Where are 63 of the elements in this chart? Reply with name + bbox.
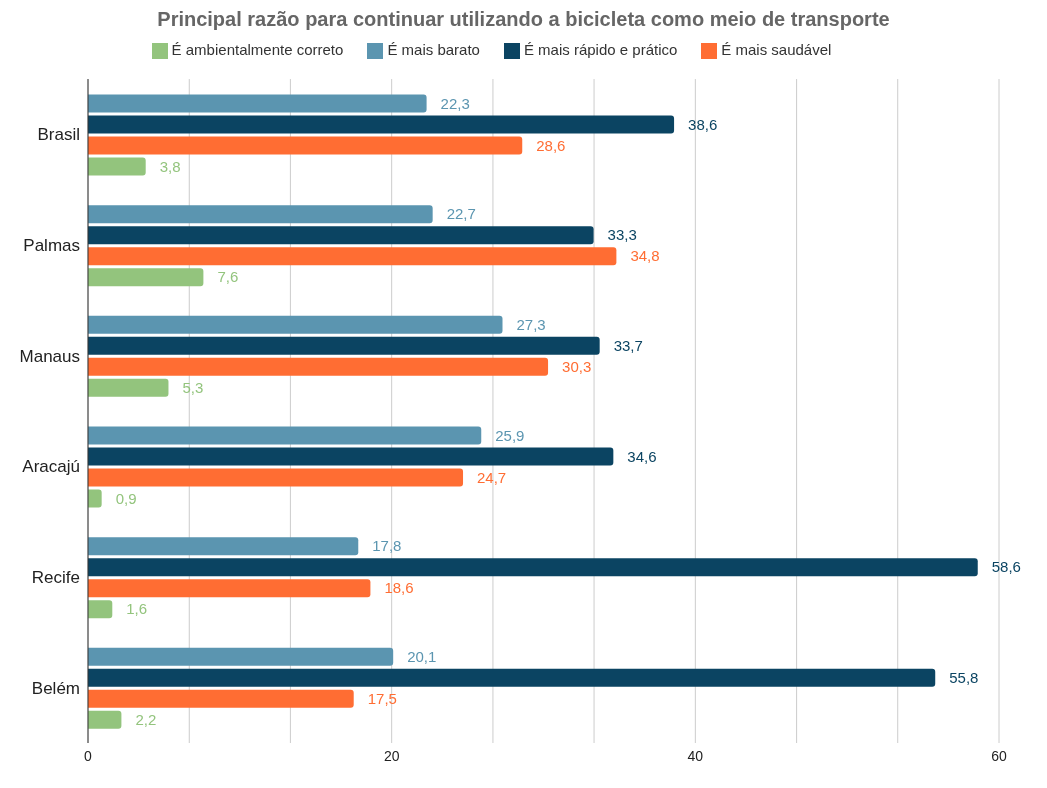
data-label: 55,8: [949, 669, 979, 687]
bar: [88, 136, 523, 155]
bar: [88, 558, 978, 577]
data-label: 30,3: [562, 358, 592, 376]
data-label: 58,6: [991, 558, 1021, 576]
data-label: 18,6: [384, 579, 414, 597]
bar: [88, 94, 427, 113]
data-label: 22,3: [440, 94, 470, 112]
y-tick-label: Aracajú: [22, 457, 80, 477]
data-label: 22,7: [446, 205, 476, 223]
data-label: 20,1: [407, 648, 437, 666]
bar: [88, 247, 617, 266]
legend-label: É mais saudável: [721, 41, 832, 58]
data-label: 34,8: [630, 247, 660, 265]
data-label: 24,7: [477, 468, 507, 486]
bar: [88, 157, 146, 176]
legend-label: É ambientalmente correto: [171, 41, 344, 58]
bar: [88, 336, 600, 355]
data-label: 33,3: [607, 226, 637, 244]
data-label: 5,3: [182, 379, 204, 397]
x-tick-label: 40: [687, 747, 704, 764]
data-label: 0,9: [115, 489, 137, 507]
x-tick-label: 20: [383, 747, 400, 764]
legend-label: É mais rápido e prático: [523, 41, 678, 58]
y-tick-label: Recife: [31, 568, 80, 588]
bar: [88, 447, 614, 466]
bar: [88, 579, 371, 598]
data-label: 38,6: [688, 115, 718, 133]
bar: [88, 668, 936, 687]
bar: [88, 378, 169, 397]
data-label: 2,2: [135, 711, 157, 729]
x-tick-label: 0: [84, 747, 93, 764]
data-label: 27,3: [516, 316, 546, 334]
bar: [88, 315, 503, 334]
x-tick-label: 60: [991, 747, 1007, 764]
data-label: 3,8: [159, 157, 181, 175]
data-label: 33,7: [613, 337, 643, 355]
bar: [88, 647, 394, 666]
data-label: 25,9: [495, 426, 525, 444]
bar: [88, 426, 482, 445]
y-tick-label: Brasil: [37, 125, 80, 145]
y-tick-label: Manaus: [19, 346, 80, 366]
bar: [88, 226, 594, 245]
data-label: 34,6: [627, 447, 657, 465]
bar: [88, 689, 354, 708]
data-label: 1,6: [126, 600, 148, 618]
bar: [88, 115, 675, 134]
bar: [88, 205, 433, 224]
bar: [88, 357, 549, 376]
legend-label: É mais barato: [387, 41, 480, 58]
data-label: 17,8: [372, 537, 402, 555]
bar: [88, 489, 102, 508]
data-label: 17,5: [367, 690, 397, 708]
bar: [88, 268, 204, 287]
data-label: 28,6: [536, 136, 566, 154]
y-tick-label: Palmas: [23, 236, 80, 256]
y-tick-label: Belém: [31, 678, 80, 698]
bar: [88, 537, 359, 556]
chart-title: Principal razão para continuar utilizando a bicicleta como meio de transporte: [156, 8, 891, 31]
bar: [88, 468, 464, 487]
bar: [88, 600, 113, 619]
data-label: 7,6: [217, 268, 239, 286]
bar: [88, 710, 122, 729]
